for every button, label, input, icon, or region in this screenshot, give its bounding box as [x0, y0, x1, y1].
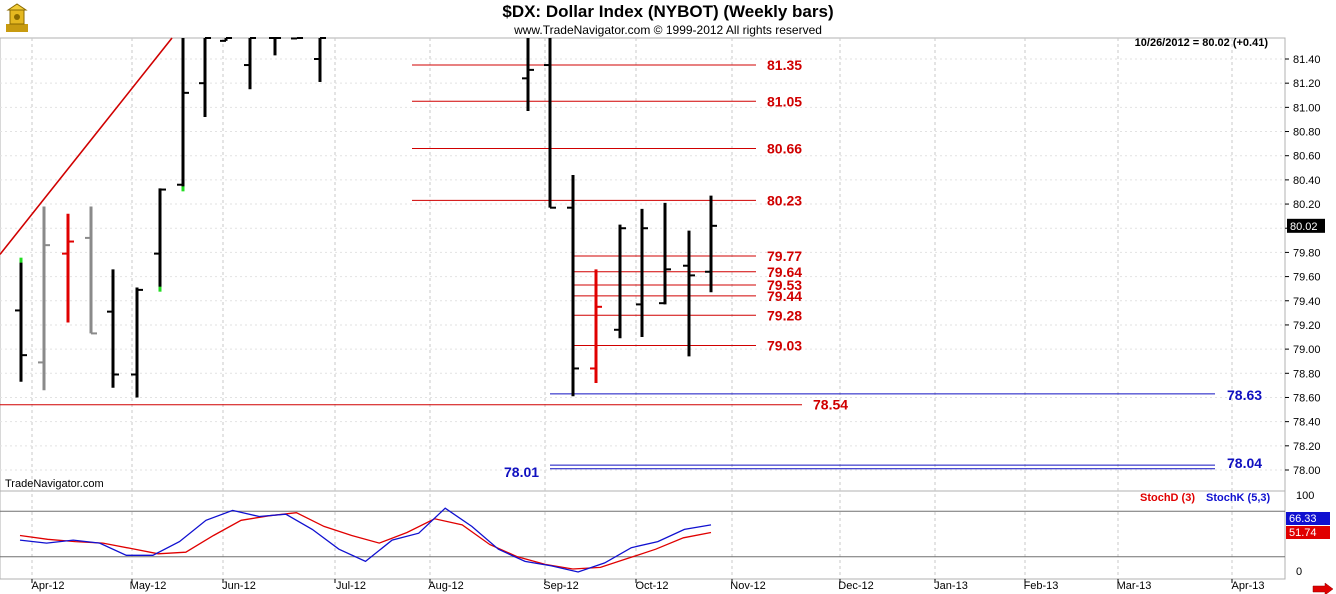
- resistance-label: 81.05: [767, 93, 802, 109]
- x-tick-label: Apr-13: [1231, 580, 1264, 592]
- stoch-d-marker: [1286, 526, 1330, 539]
- y-tick-label: 80.40: [1293, 175, 1321, 187]
- stoch-d-value: 51.74: [1289, 527, 1317, 539]
- resistance-label: 79.03: [767, 337, 802, 353]
- stoch-k-marker: [1286, 512, 1330, 525]
- stoch-k-value: 66.33: [1289, 513, 1317, 525]
- y-tick-label: 81.40: [1293, 54, 1321, 66]
- y-tick-label: 79.80: [1293, 247, 1321, 259]
- support-label: 78.04: [1227, 455, 1262, 471]
- x-tick-label: Nov-12: [730, 580, 765, 592]
- stoch-tick-label: 100: [1296, 490, 1314, 502]
- stoch-k-line: [19, 507, 712, 573]
- y-tick-label: 78.20: [1293, 441, 1321, 453]
- legend-stoch-k: StochK (5,3): [1206, 492, 1271, 504]
- resistance-label: 79.28: [767, 307, 802, 323]
- stochastic-panel: StochD (3) StochK (5,3) 100 0 66.33 51.74: [0, 490, 1330, 578]
- y-tick-label: 80.80: [1293, 127, 1321, 139]
- support-label: 78.63: [1227, 387, 1262, 403]
- x-tick-label: Apr-12: [31, 580, 64, 592]
- y-tick-label: 79.40: [1293, 296, 1321, 308]
- watermark-text: TradeNavigator.com: [5, 478, 104, 490]
- y-tick-label: 79.20: [1293, 320, 1321, 332]
- trendline: [0, 37, 173, 255]
- x-tick-label: Jun-12: [222, 580, 256, 592]
- x-tick-label: Oct-12: [635, 580, 668, 592]
- y-tick-label: 81.00: [1293, 102, 1321, 114]
- last-price-marker: [1287, 218, 1325, 233]
- resistance-label: 79.64: [767, 264, 802, 280]
- green-marker: [19, 257, 23, 263]
- resistance-label: 79.77: [767, 248, 802, 264]
- resistance-label: 79.44: [767, 288, 802, 304]
- stoch-frame: [0, 490, 1286, 580]
- red-right-arrow-icon[interactable]: [1312, 582, 1334, 594]
- x-tick-label: Jul-12: [336, 580, 366, 592]
- green-marker: [181, 186, 185, 192]
- stoch-d-line: [19, 512, 712, 570]
- x-tick-label: Aug-12: [428, 580, 463, 592]
- x-tick-label: May-12: [130, 580, 167, 592]
- green-marker: [158, 286, 162, 292]
- y-tick-label: 79.60: [1293, 272, 1321, 284]
- y-tick-label: 78.00: [1293, 465, 1321, 477]
- x-tick-label: Jan-13: [934, 580, 968, 592]
- resistance-label: 81.35: [767, 57, 802, 73]
- x-tick-label: Feb-13: [1024, 580, 1059, 592]
- grid-lines: [0, 37, 1285, 579]
- last-quote-text: 10/26/2012 = 80.02 (+0.41): [1135, 37, 1269, 49]
- resistance-label: 80.23: [767, 192, 802, 208]
- copyright-text: www.TradeNavigator.com © 1999-2012 All r…: [513, 23, 822, 37]
- x-tick-label: Mar-13: [1117, 580, 1152, 592]
- stoch-tick-label: 0: [1296, 566, 1302, 578]
- price-axis: 78.00 78.20 78.40 78.60 78.80 79.00 79.20 79.40…: [1285, 54, 1325, 477]
- y-tick-label: 78.80: [1293, 368, 1321, 380]
- y-tick-label: 78.60: [1293, 392, 1321, 404]
- y-tick-label: 80.60: [1293, 151, 1321, 163]
- x-tick-label: Sep-12: [543, 580, 578, 592]
- last-price-label: 80.02: [1290, 221, 1318, 233]
- y-tick-label: 80.20: [1293, 199, 1321, 211]
- y-tick-label: 79.00: [1293, 344, 1321, 356]
- y-tick-label: 81.20: [1293, 78, 1321, 90]
- resistance-label: 78.54: [813, 397, 848, 413]
- legend-stoch-d: StochD (3): [1140, 492, 1195, 504]
- price-bars: [15, 37, 717, 398]
- trade-navigator-logo-icon[interactable]: [6, 3, 28, 32]
- resistance-label: 80.66: [767, 140, 802, 156]
- chart-title: $DX: Dollar Index (NYBOT) (Weekly bars): [502, 2, 833, 21]
- date-axis: Apr-12 May-12 Jun-12 Jul-12 Aug-12 Sep-12 Oct-…: [31, 579, 1265, 592]
- y-tick-label: 78.40: [1293, 417, 1321, 429]
- support-label: 78.01: [504, 464, 539, 480]
- x-tick-label: Dec-12: [838, 580, 873, 592]
- resistance-label: 79.53: [767, 277, 802, 293]
